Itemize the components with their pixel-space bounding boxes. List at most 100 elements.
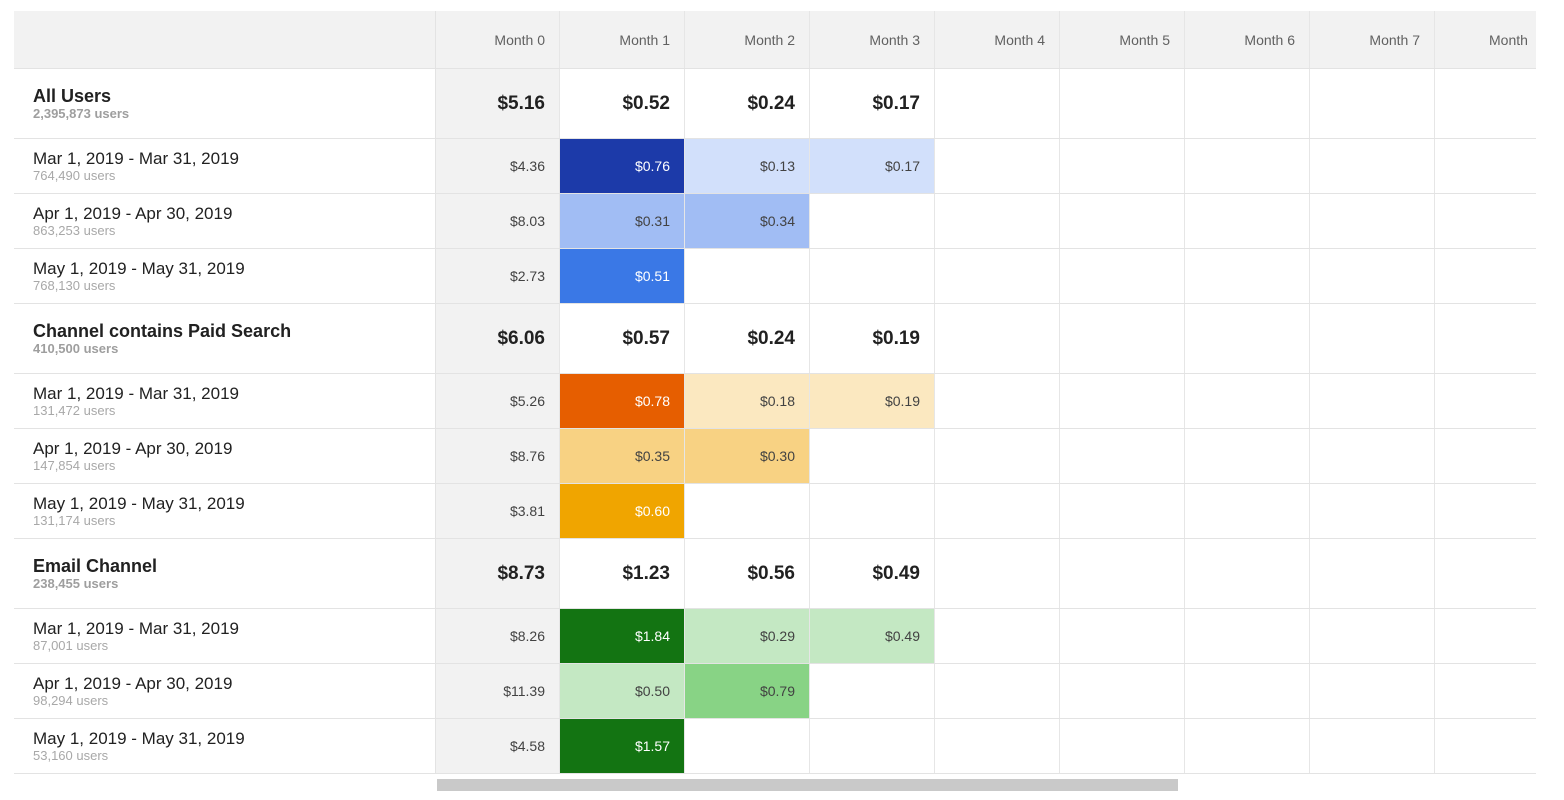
value-cell-month-1: $0.60 xyxy=(560,484,685,538)
value-cell-month-4 xyxy=(935,429,1060,483)
value-cell-month-0: $8.03 xyxy=(436,194,560,248)
value-cell-month-0: $2.73 xyxy=(436,249,560,303)
value-cell-month-2 xyxy=(685,719,810,773)
row-label: Mar 1, 2019 - Mar 31, 2019 764,490 users xyxy=(14,139,436,193)
table-header: Month 0 Month 1 Month 2 Month 3 Month 4 … xyxy=(14,11,1536,68)
value-cell-month-7 xyxy=(1310,249,1435,303)
value-cell-month-6 xyxy=(1185,484,1310,538)
cohort-row: Mar 1, 2019 - Mar 31, 2019 764,490 users $… xyxy=(14,138,1536,193)
value-cell-month-0: $11.39 xyxy=(436,664,560,718)
value-cell-month-4 xyxy=(935,69,1060,138)
cohort-row: May 1, 2019 - May 31, 2019 768,130 users $… xyxy=(14,248,1536,303)
value-cell-month-3: $0.49 xyxy=(810,609,935,663)
value-cell-month-3 xyxy=(810,429,935,483)
value-cell-month-6 xyxy=(1185,194,1310,248)
user-count: 147,854 users xyxy=(33,458,116,473)
user-count: 87,001 users xyxy=(33,638,109,653)
value-cell-month-2: $0.13 xyxy=(685,139,810,193)
user-count: 53,160 users xyxy=(33,748,109,763)
date-range: Apr 1, 2019 - Apr 30, 2019 xyxy=(33,674,233,693)
value-cell-month-8 xyxy=(1435,304,1536,373)
date-range: Mar 1, 2019 - Mar 31, 2019 xyxy=(33,384,240,403)
cohort-row: Apr 1, 2019 - Apr 30, 2019 98,294 users $1… xyxy=(14,663,1536,718)
value-cell-month-3 xyxy=(810,249,935,303)
value-cell-month-2: $0.34 xyxy=(685,194,810,248)
cohort-row: Mar 1, 2019 - Mar 31, 2019 131,472 users $… xyxy=(14,373,1536,428)
value-cell-month-3: $0.17 xyxy=(810,69,935,138)
row-label: Channel contains Paid Search 410,500 user… xyxy=(14,304,436,373)
value-cell-month-6 xyxy=(1185,304,1310,373)
value-cell-month-8 xyxy=(1435,194,1536,248)
value-cell-month-4 xyxy=(935,609,1060,663)
date-range: Apr 1, 2019 - Apr 30, 2019 xyxy=(33,439,233,458)
value-cell-month-8 xyxy=(1435,69,1536,138)
date-range: May 1, 2019 - May 31, 2019 xyxy=(33,259,245,278)
value-cell-month-4 xyxy=(935,139,1060,193)
date-range: Mar 1, 2019 - Mar 31, 2019 xyxy=(33,619,240,638)
value-cell-month-5 xyxy=(1060,609,1185,663)
value-cell-month-0: $6.06 xyxy=(436,304,560,373)
value-cell-month-2 xyxy=(685,249,810,303)
value-cell-month-1: $0.50 xyxy=(560,664,685,718)
value-cell-month-4 xyxy=(935,539,1060,608)
row-label: All Users 2,395,873 users xyxy=(14,69,436,138)
value-cell-month-1: $0.35 xyxy=(560,429,685,483)
row-label: Apr 1, 2019 - Apr 30, 2019 147,854 users xyxy=(14,429,436,483)
value-cell-month-1: $0.51 xyxy=(560,249,685,303)
column-header-month-0: Month 0 xyxy=(436,11,560,68)
row-label: Apr 1, 2019 - Apr 30, 2019 98,294 users xyxy=(14,664,436,718)
value-cell-month-6 xyxy=(1185,374,1310,428)
cohort-table: Month 0 Month 1 Month 2 Month 3 Month 4 … xyxy=(14,11,1536,774)
value-cell-month-4 xyxy=(935,194,1060,248)
user-count: 98,294 users xyxy=(33,693,109,708)
value-cell-month-8 xyxy=(1435,719,1536,773)
column-header-month-4: Month 4 xyxy=(935,11,1060,68)
value-cell-month-0: $5.16 xyxy=(436,69,560,138)
row-label: May 1, 2019 - May 31, 2019 768,130 users xyxy=(14,249,436,303)
value-cell-month-4 xyxy=(935,304,1060,373)
value-cell-month-0: $5.26 xyxy=(436,374,560,428)
value-cell-month-4 xyxy=(935,484,1060,538)
value-cell-month-7 xyxy=(1310,69,1435,138)
value-cell-month-7 xyxy=(1310,374,1435,428)
value-cell-month-6 xyxy=(1185,249,1310,303)
value-cell-month-1: $0.31 xyxy=(560,194,685,248)
user-count: 131,174 users xyxy=(33,513,116,528)
value-cell-month-5 xyxy=(1060,484,1185,538)
column-header-month-1: Month 1 xyxy=(560,11,685,68)
value-cell-month-2 xyxy=(685,484,810,538)
value-cell-month-7 xyxy=(1310,484,1435,538)
value-cell-month-4 xyxy=(935,719,1060,773)
value-cell-month-1: $0.76 xyxy=(560,139,685,193)
column-header-month-2: Month 2 xyxy=(685,11,810,68)
value-cell-month-5 xyxy=(1060,719,1185,773)
value-cell-month-6 xyxy=(1185,429,1310,483)
value-cell-month-3 xyxy=(810,194,935,248)
value-cell-month-6 xyxy=(1185,609,1310,663)
date-range: Apr 1, 2019 - Apr 30, 2019 xyxy=(33,204,233,223)
user-count: 2,395,873 users xyxy=(33,105,130,121)
column-header-month-7: Month 7 xyxy=(1310,11,1435,68)
value-cell-month-2: $0.18 xyxy=(685,374,810,428)
value-cell-month-0: $8.76 xyxy=(436,429,560,483)
user-count: 410,500 users xyxy=(33,340,119,356)
user-count: 131,472 users xyxy=(33,403,116,418)
value-cell-month-3 xyxy=(810,664,935,718)
segment-name: Channel contains Paid Search xyxy=(33,320,292,341)
value-cell-month-7 xyxy=(1310,139,1435,193)
value-cell-month-1: $1.84 xyxy=(560,609,685,663)
row-label: Mar 1, 2019 - Mar 31, 2019 87,001 users xyxy=(14,609,436,663)
value-cell-month-8 xyxy=(1435,484,1536,538)
table-body: All Users 2,395,873 users $5.16 $0.52 $0.24 $… xyxy=(14,68,1536,774)
cohort-row: Apr 1, 2019 - Apr 30, 2019 863,253 users $… xyxy=(14,193,1536,248)
value-cell-month-2: $0.24 xyxy=(685,69,810,138)
horizontal-scrollbar[interactable] xyxy=(437,779,1178,791)
cohort-row: May 1, 2019 - May 31, 2019 53,160 users $4… xyxy=(14,718,1536,774)
date-range: May 1, 2019 - May 31, 2019 xyxy=(33,729,245,748)
value-cell-month-7 xyxy=(1310,609,1435,663)
value-cell-month-6 xyxy=(1185,139,1310,193)
value-cell-month-7 xyxy=(1310,429,1435,483)
value-cell-month-6 xyxy=(1185,719,1310,773)
row-label: Mar 1, 2019 - Mar 31, 2019 131,472 users xyxy=(14,374,436,428)
column-header-month-6: Month 6 xyxy=(1185,11,1310,68)
